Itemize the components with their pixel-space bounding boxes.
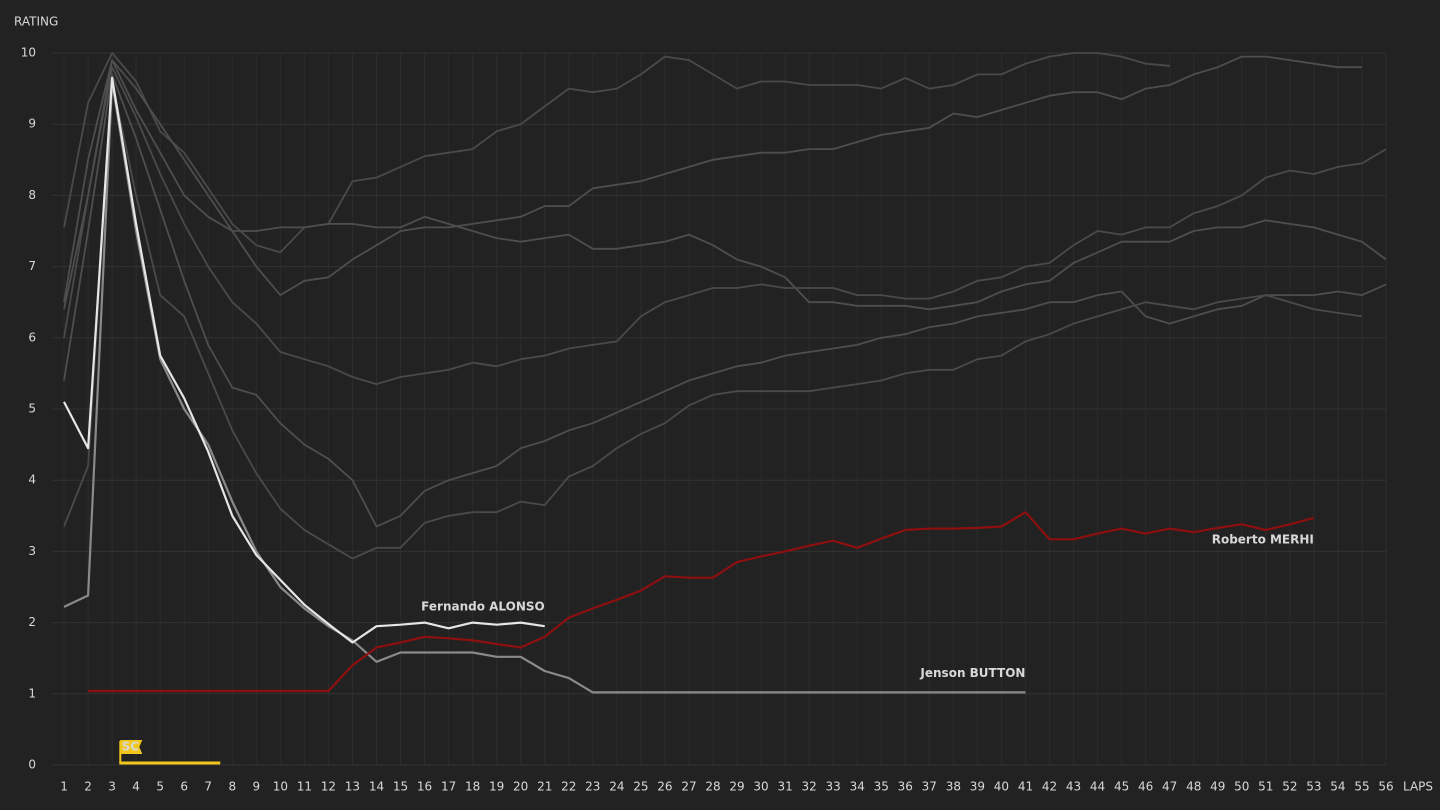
series-line [63,80,1363,560]
y-tick-label: 5 [28,402,36,416]
x-tick-label: 2 [84,780,92,794]
x-tick-label: 38 [946,780,961,794]
x-tick-label: 20 [513,780,528,794]
x-tick-label: 54 [1330,780,1345,794]
x-tick-label: 40 [994,780,1009,794]
series-line [63,66,1387,385]
series-line [63,73,1387,528]
series-line [88,511,1315,693]
y-tick-label: 1 [28,686,36,700]
x-tick-label: 16 [417,780,432,794]
x-tick-label: 31 [777,780,792,794]
x-tick-label: 51 [1258,780,1273,794]
x-tick-label: 35 [874,780,889,794]
y-tick-label: 0 [28,758,36,772]
y-tick-label: 8 [28,188,36,202]
x-axis-title: LAPS [1403,780,1433,794]
x-tick-label: 10 [273,780,288,794]
series-line [63,76,545,644]
x-tick-label: 14 [369,780,384,794]
x-tick-label: 21 [537,780,552,794]
y-tick-label: 6 [28,330,36,344]
x-tick-label: 18 [465,780,480,794]
series-label: Roberto MERHI [1212,532,1314,546]
series-line [63,80,1026,694]
x-tick-label: 3 [108,780,116,794]
y-tick-label: 2 [28,615,36,629]
x-tick-label: 15 [393,780,408,794]
x-tick-label: 55 [1354,780,1369,794]
x-tick-label: 6 [180,780,188,794]
series-line [63,55,1362,310]
x-tick-label: 19 [489,780,504,794]
x-tick-label: 4 [132,780,140,794]
x-tick-label: 34 [850,780,865,794]
y-tick-label: 10 [21,46,36,60]
x-tick-label: 22 [561,780,576,794]
x-tick-label: 44 [1090,780,1105,794]
x-tick-label: 36 [898,780,913,794]
x-tick-label: 12 [321,780,336,794]
x-tick-label: 43 [1066,780,1081,794]
x-tick-label: 48 [1186,780,1201,794]
x-tick-label: 8 [228,780,236,794]
x-tick-label: 30 [753,780,768,794]
x-tick-label: 13 [345,780,360,794]
x-tick-label: 45 [1114,780,1129,794]
x-tick-label: 5 [156,780,164,794]
series-line [63,52,1170,254]
x-tick-label: 25 [633,780,648,794]
x-tick-label: 56 [1378,780,1393,794]
x-tick-label: 53 [1306,780,1321,794]
x-tick-label: 26 [657,780,672,794]
x-tick-label: 50 [1234,780,1249,794]
x-tick-label: 28 [705,780,720,794]
x-tick-label: 17 [441,780,456,794]
x-tick-label: 9 [252,780,260,794]
x-tick-label: 23 [585,780,600,794]
x-tick-label: 33 [826,780,841,794]
x-tick-label: 24 [609,780,624,794]
x-tick-label: 37 [922,780,937,794]
y-tick-label: 7 [28,259,36,273]
x-tick-label: 11 [297,780,312,794]
x-tick-label: 47 [1162,780,1177,794]
x-tick-label: 39 [970,780,985,794]
x-tick-label: 7 [204,780,212,794]
x-tick-label: 42 [1042,780,1057,794]
x-tick-label: 32 [801,780,816,794]
x-tick-label: 1 [60,780,68,794]
series-line [63,59,1387,311]
y-tick-label: 3 [28,544,36,558]
x-tick-label: 46 [1138,780,1153,794]
annotation-label: SC [122,740,140,754]
y-tick-label: 9 [28,117,36,131]
x-tick-label: 49 [1210,780,1225,794]
x-tick-label: 52 [1282,780,1297,794]
y-tick-label: 4 [28,473,36,487]
annotation-flag [120,740,143,754]
x-tick-label: 27 [681,780,696,794]
y-axis-title: RATING [14,15,58,29]
x-tick-label: 29 [729,780,744,794]
x-tick-label: 41 [1018,780,1033,794]
series-label: Fernando ALONSO [421,600,545,614]
series-label: Jenson BUTTON [919,666,1025,680]
